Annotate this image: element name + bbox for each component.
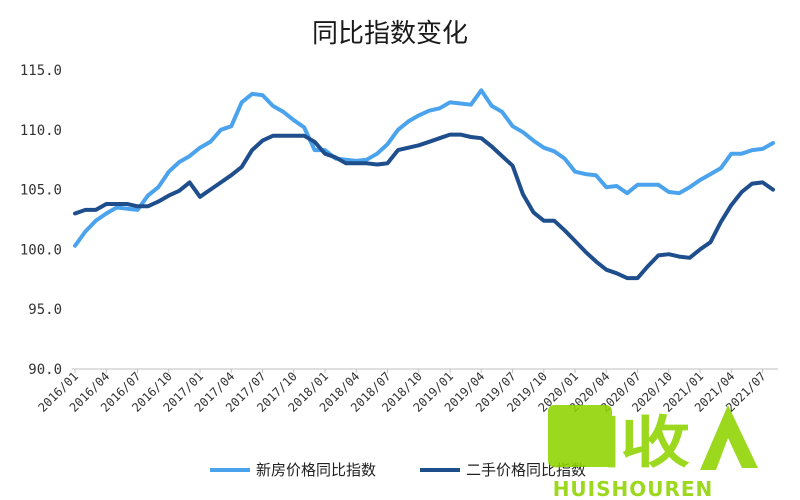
y-tick-label: 90.0 <box>28 362 62 378</box>
watermark-logo: 回收 HUISHOUREN <box>548 405 758 500</box>
series-line-second-hand <box>73 132 775 281</box>
y-tick-label: 100.0 <box>20 242 62 258</box>
y-tick-label: 115.0 <box>20 63 62 79</box>
watermark-brand-text: HUISHOUREN <box>553 477 714 500</box>
y-tick-label: 105.0 <box>20 183 62 199</box>
series-lines <box>73 88 775 281</box>
x-axis-ticks: 2016/012016/042016/072016/102017/012017/… <box>35 369 769 415</box>
watermark-logo-text: 回收 <box>550 411 690 476</box>
y-axis-ticks: 115.0 110.0 105.0 100.0 95.0 90.0 <box>20 63 62 378</box>
legend-label-new-house: 新房价格同比指数 <box>256 461 376 479</box>
y-tick-label: 95.0 <box>28 302 62 318</box>
chart-title: 同比指数变化 <box>312 19 468 49</box>
legend: 新房价格同比指数 二手价格同比指数 <box>210 461 586 479</box>
y-tick-label: 110.0 <box>20 123 62 139</box>
watermark-logo-box <box>548 405 612 467</box>
watermark-leaf-icon <box>700 405 758 470</box>
series-line-new-house <box>73 88 775 248</box>
